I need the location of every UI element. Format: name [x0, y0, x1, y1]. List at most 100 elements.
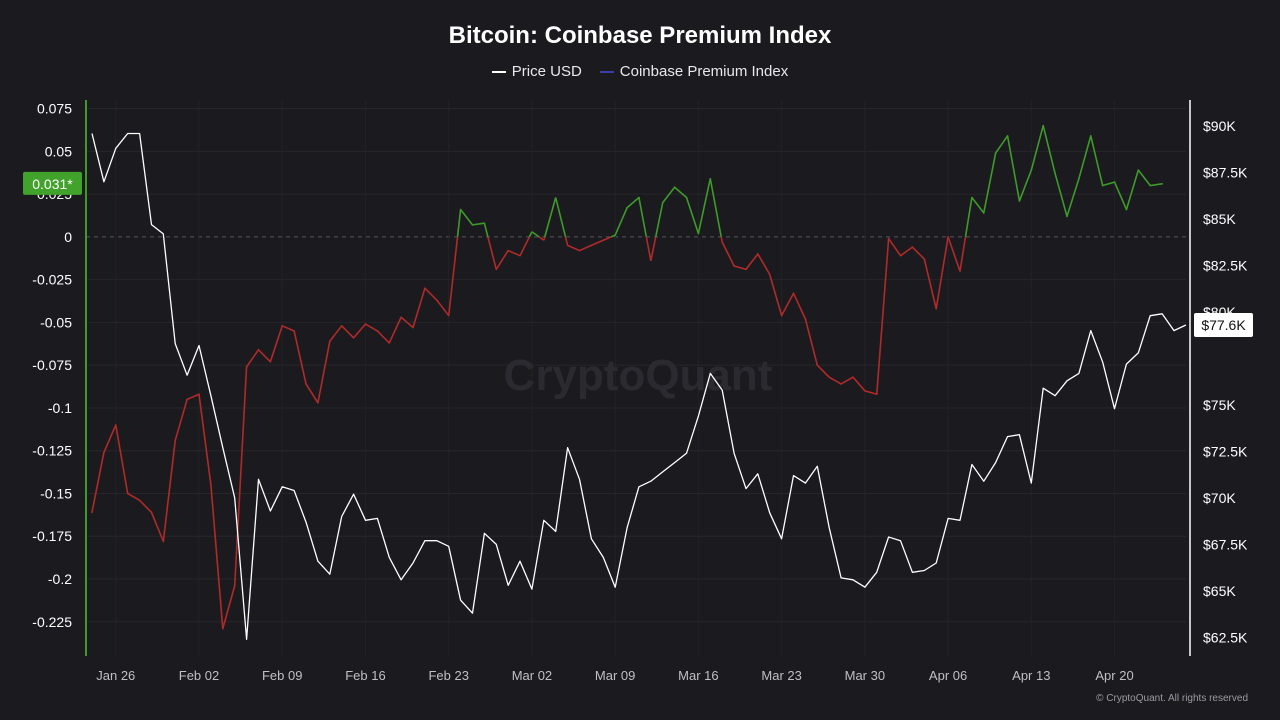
- y-left-tick-label: -0.15: [40, 485, 72, 501]
- premium-segment: [757, 253, 771, 276]
- premium-segment: [887, 237, 902, 257]
- premium-segment: [852, 376, 866, 392]
- legend-item-price[interactable]: Price USD: [491, 63, 582, 80]
- x-tick-label: Jan 26: [96, 668, 135, 683]
- premium-segment: [614, 206, 628, 236]
- price-line: [91, 132, 1187, 640]
- premium-segment: [507, 249, 521, 257]
- premium-segment: [590, 239, 605, 247]
- premium-segment: [210, 484, 224, 630]
- premium-segment: [697, 177, 712, 235]
- legend-label-premium: Coinbase Premium Index: [619, 63, 789, 80]
- current-price-badge-label: $77.6K: [1201, 317, 1246, 333]
- premium-segment: [566, 244, 581, 252]
- y-left-tick-label: -0.05: [40, 314, 72, 330]
- premium-segment: [650, 236, 657, 261]
- premium-segment: [186, 393, 200, 401]
- premium-segment: [412, 287, 426, 329]
- premium-segment: [531, 231, 540, 238]
- premium-segment: [1078, 135, 1092, 180]
- premium-segment: [233, 366, 248, 587]
- premium-segment: [150, 511, 165, 543]
- premium-segment: [982, 152, 997, 214]
- premium-segment: [733, 265, 747, 271]
- premium-segment: [376, 330, 391, 344]
- y-left-tick-label: -0.2: [48, 571, 72, 587]
- y-left-tick-label: -0.075: [32, 357, 72, 373]
- premium-segment: [1089, 135, 1104, 187]
- x-tick-label: Mar 30: [845, 668, 885, 683]
- legend-item-premium[interactable]: Coinbase Premium Index: [599, 63, 789, 80]
- premium-segment: [1113, 181, 1128, 211]
- premium-segment: [780, 292, 795, 317]
- premium-segment: [317, 340, 331, 404]
- y-left-tick-label: 0: [64, 229, 72, 245]
- premium-segment: [864, 390, 878, 396]
- premium-segment: [483, 222, 489, 238]
- premium-segment: [602, 236, 612, 242]
- current-premium-badge: [23, 171, 82, 195]
- premium-segment: [720, 236, 723, 243]
- x-tick-label: Apr 13: [1012, 668, 1050, 683]
- y-right-tick-label: $70K: [1203, 490, 1236, 506]
- premium-segment: [1137, 169, 1152, 187]
- y-right-tick-label: $65K: [1203, 583, 1236, 599]
- y-left-tick-label: -0.025: [32, 272, 72, 288]
- x-tick-label: Mar 23: [761, 668, 801, 683]
- premium-segment: [544, 197, 557, 238]
- grid-layer: [86, 100, 1186, 656]
- x-tick-label: Feb 02: [179, 668, 219, 683]
- y-left-tick-label: 0.05: [45, 143, 72, 159]
- premium-segment: [661, 186, 676, 204]
- premium-segment: [816, 364, 830, 378]
- premium-segment: [685, 196, 700, 235]
- premium-segment: [1030, 124, 1045, 171]
- premium-segment: [971, 196, 985, 214]
- premium-segment: [269, 325, 284, 363]
- premium-segment: [281, 325, 295, 332]
- x-tick-label: Mar 02: [512, 668, 552, 683]
- premium-segment: [1042, 124, 1056, 175]
- y-right-tick-label: $62.5K: [1203, 629, 1248, 645]
- premium-segment: [388, 316, 402, 344]
- premium-segment: [91, 451, 105, 514]
- premium-segment: [103, 424, 117, 454]
- premium-segment: [305, 383, 319, 404]
- premium-segment: [352, 323, 367, 339]
- y-right-tick-label: $72.5K: [1203, 443, 1248, 459]
- premium-segment: [543, 236, 546, 241]
- premium-segment: [1101, 181, 1116, 187]
- y-right-tick-label: $82.5K: [1203, 257, 1248, 273]
- premium-segment: [745, 253, 759, 271]
- premium-segment: [554, 197, 567, 238]
- x-tick-label: Feb 16: [345, 668, 385, 683]
- premium-segment: [964, 197, 973, 237]
- y-right-tick-label: $90K: [1203, 118, 1236, 134]
- premium-segment: [364, 323, 379, 332]
- x-tick-label: Apr 06: [929, 668, 967, 683]
- premium-segment: [828, 376, 842, 385]
- watermark-text: CryptoQuant: [504, 351, 773, 400]
- x-tick-label: Apr 20: [1095, 668, 1133, 683]
- premium-segment: [935, 236, 949, 310]
- x-tick-label: Mar 16: [678, 668, 718, 683]
- legend-label-price: Price USD: [511, 63, 582, 80]
- y-right-tick-label: $87.5K: [1203, 165, 1248, 181]
- premium-segment: [245, 348, 260, 368]
- premium-segment: [947, 236, 961, 272]
- x-tick-label: Feb 23: [428, 668, 468, 683]
- y-right-tick-label: $85K: [1203, 211, 1236, 227]
- premium-segment: [340, 325, 355, 339]
- premium-segment: [1018, 169, 1033, 202]
- premium-segment: [329, 325, 343, 343]
- premium-segment: [1066, 177, 1080, 218]
- premium-segment: [138, 499, 153, 514]
- premium-segment: [1149, 183, 1163, 187]
- current-price-badge: [1194, 313, 1253, 338]
- premium-segment: [626, 196, 640, 209]
- premium-segment: [875, 237, 890, 396]
- premium-segment: [578, 244, 593, 252]
- premium-segment: [709, 178, 722, 238]
- premium-segment: [673, 186, 688, 199]
